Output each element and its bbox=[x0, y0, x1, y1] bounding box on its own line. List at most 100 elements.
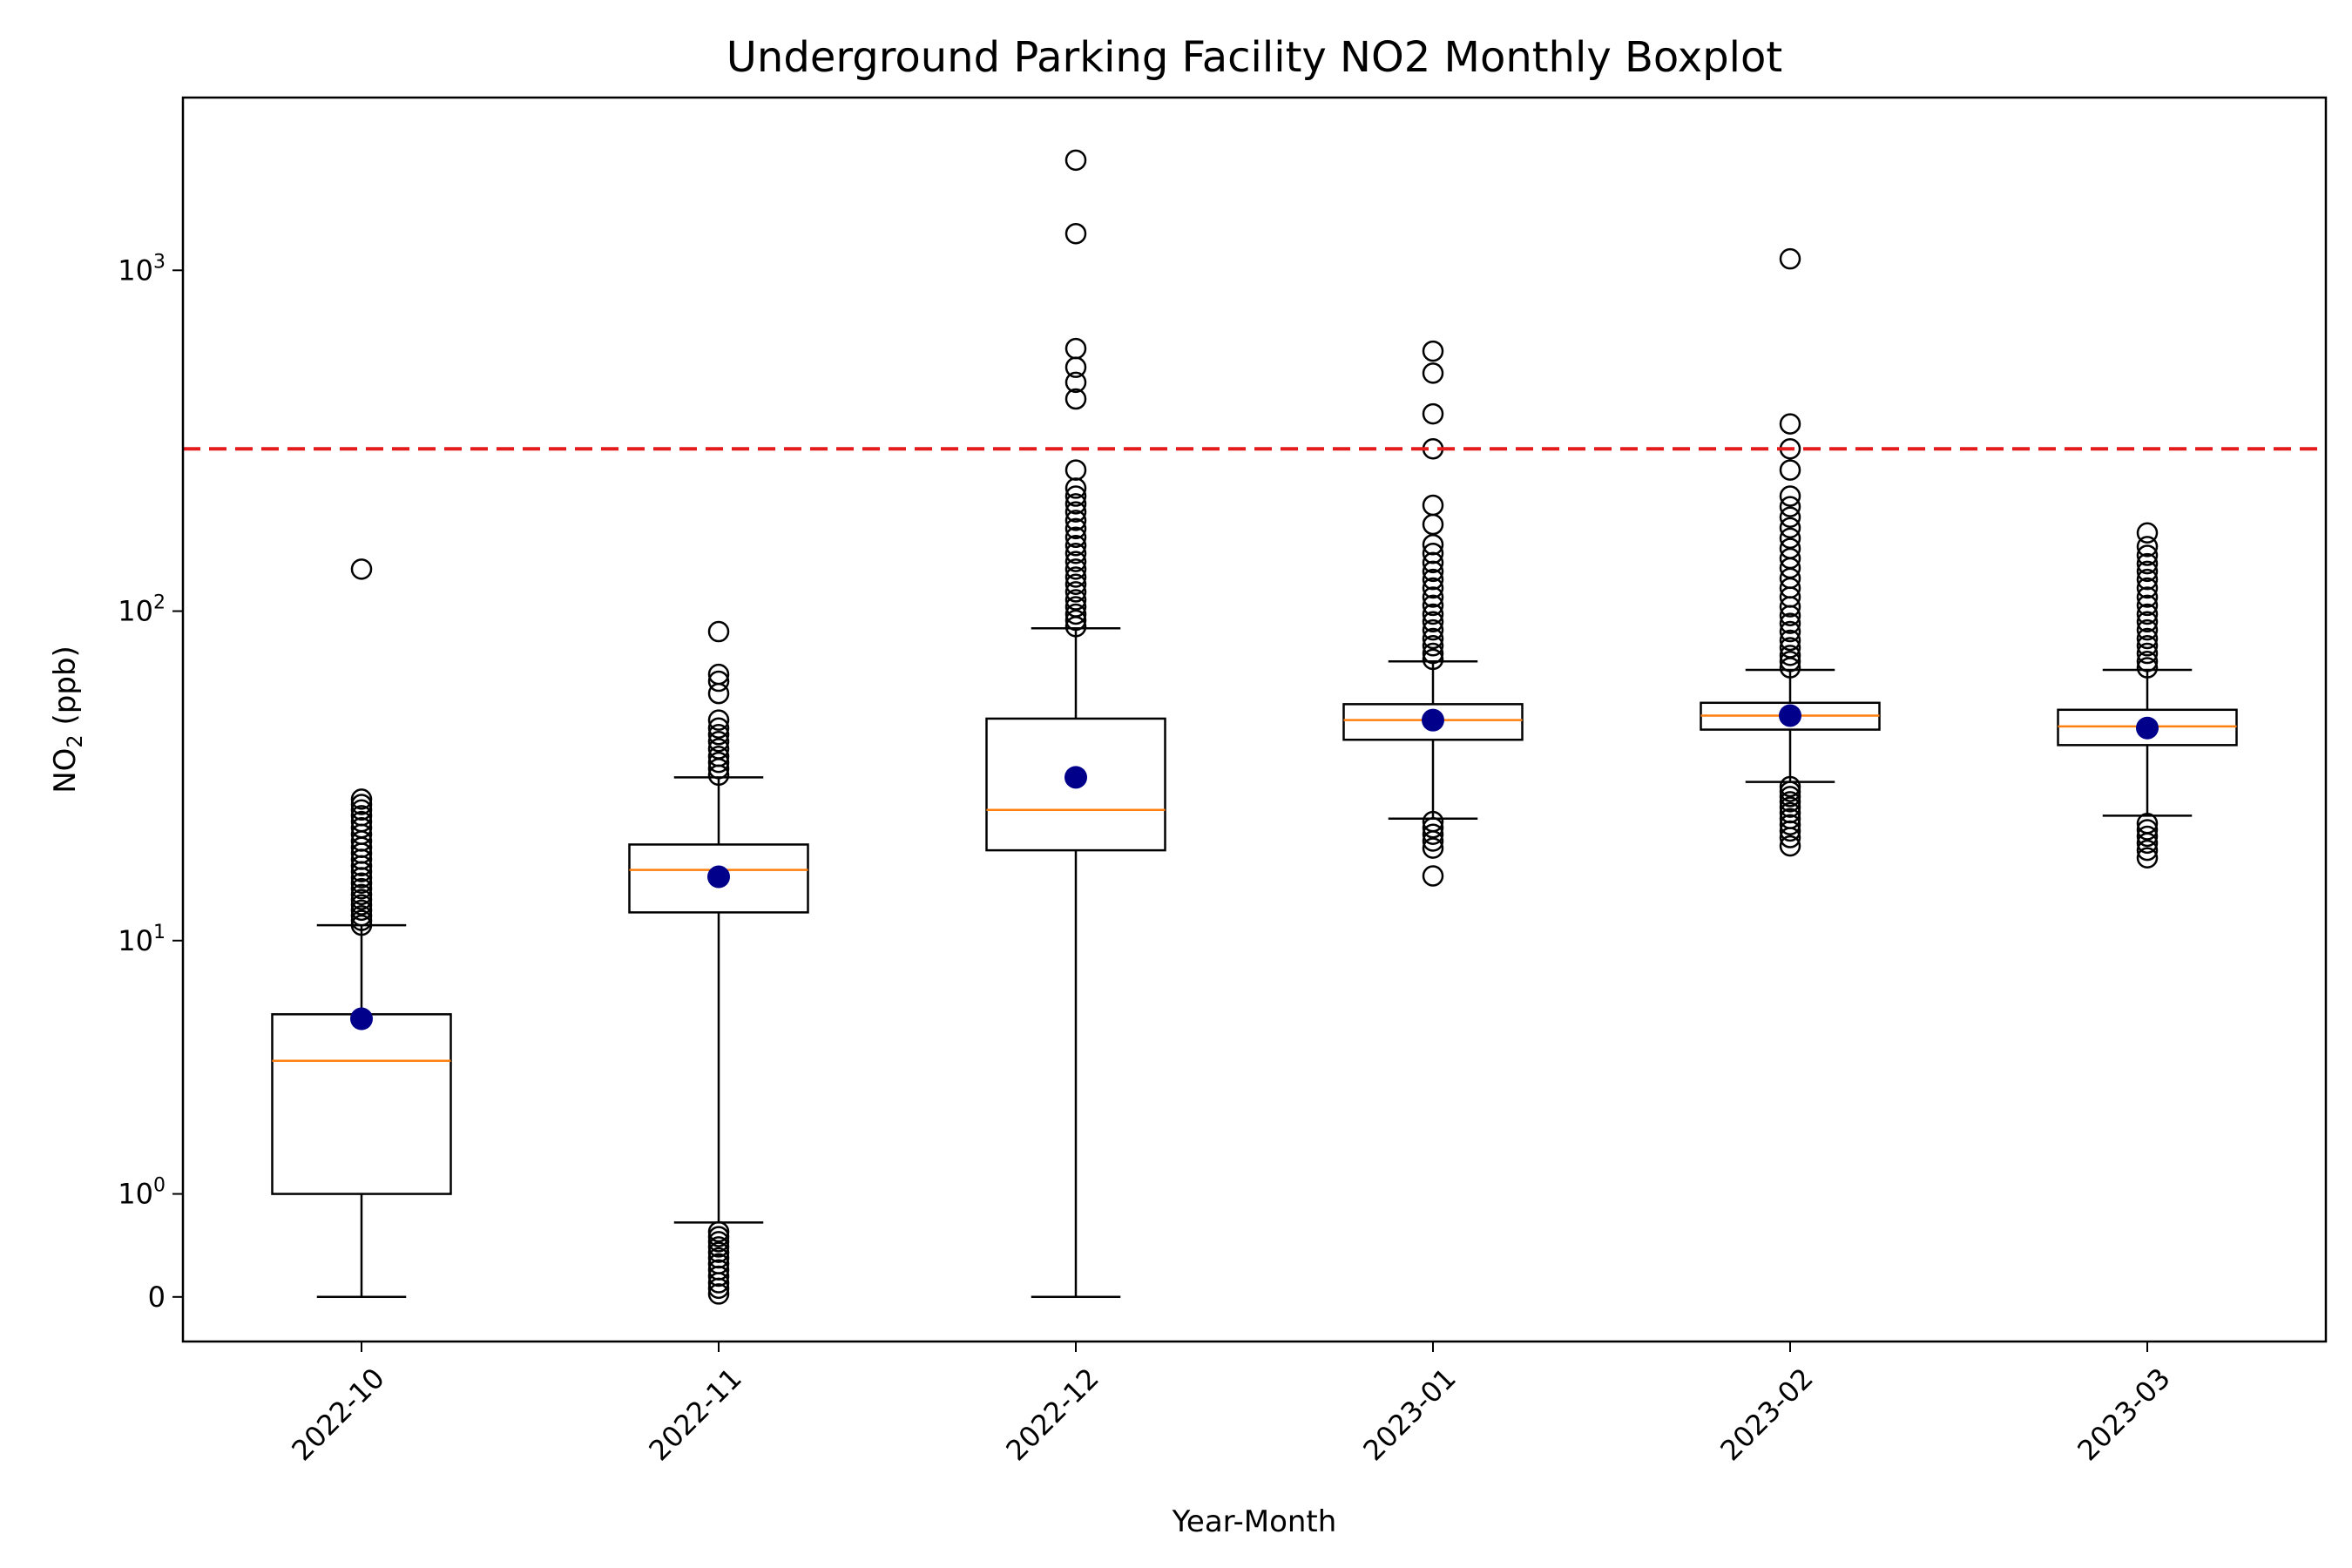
outlier-point bbox=[2136, 552, 2159, 575]
mean-marker bbox=[2136, 716, 2159, 740]
outlier-point bbox=[1779, 814, 1801, 835]
outlier-point bbox=[1064, 535, 1087, 557]
outlier-point bbox=[1779, 796, 1801, 818]
outlier-point bbox=[1422, 817, 1444, 839]
outlier-point bbox=[707, 670, 730, 693]
outlier-point bbox=[1422, 513, 1444, 536]
y-tick-label: 103 bbox=[118, 251, 166, 287]
outlier-point bbox=[1779, 786, 1801, 808]
outlier-point bbox=[1064, 596, 1087, 618]
outlier-point bbox=[2136, 560, 2159, 583]
outlier-point bbox=[2136, 819, 2159, 841]
outlier-point bbox=[350, 877, 373, 900]
outlier-point bbox=[1064, 526, 1087, 549]
outlier-point bbox=[1064, 388, 1087, 410]
outlier-point bbox=[1779, 537, 1801, 559]
outlier-point bbox=[1422, 810, 1444, 833]
outlier-point bbox=[707, 1226, 730, 1247]
box-2023-03 bbox=[2057, 522, 2238, 869]
outlier-point bbox=[1064, 356, 1087, 378]
outlier-point bbox=[707, 730, 730, 753]
x-tick-label: 2023-01 bbox=[1356, 1362, 1462, 1467]
outlier-point bbox=[1422, 642, 1444, 665]
outlier-point bbox=[707, 1241, 730, 1263]
outlier-point bbox=[1064, 371, 1087, 394]
box-2022-11 bbox=[628, 620, 809, 1305]
outlier-point bbox=[1779, 801, 1801, 824]
outlier-point bbox=[1064, 485, 1087, 507]
outlier-point bbox=[1779, 651, 1801, 672]
outlier-point bbox=[707, 1283, 730, 1305]
outlier-point bbox=[707, 724, 730, 746]
outlier-point bbox=[350, 899, 373, 922]
outlier-point bbox=[1064, 558, 1087, 580]
outlier-point bbox=[1779, 612, 1801, 634]
outlier-point bbox=[1422, 542, 1444, 564]
outlier-point bbox=[1064, 222, 1087, 245]
outlier-point bbox=[350, 788, 373, 810]
outlier-point bbox=[1422, 635, 1444, 657]
outlier-point bbox=[350, 805, 373, 827]
y-tick-label: 0 bbox=[148, 1281, 166, 1314]
outlier-point bbox=[1779, 247, 1801, 270]
outlier-point bbox=[1422, 586, 1444, 608]
outlier-point bbox=[1422, 603, 1444, 625]
outlier-point bbox=[1422, 611, 1444, 633]
outlier-point bbox=[2136, 544, 2159, 566]
outlier-point bbox=[2136, 586, 2159, 608]
outlier-point bbox=[707, 1247, 730, 1269]
outlier-point bbox=[1422, 551, 1444, 574]
axes: 2022-10 2022-11 2022-12 2023-01 2023-02 2023-… bbox=[118, 251, 2177, 1467]
outlier-point bbox=[2136, 594, 2159, 617]
outlier-point bbox=[1064, 337, 1087, 360]
outlier-point bbox=[350, 558, 373, 580]
chart-title: Underground Parking Facility NO2 Monthly… bbox=[727, 33, 1782, 82]
outlier-point bbox=[1779, 485, 1801, 507]
y-tick-label: 101 bbox=[118, 922, 166, 957]
x-tick-label: 2023-03 bbox=[2071, 1362, 2176, 1467]
outlier-point bbox=[350, 794, 373, 815]
outlier-point bbox=[350, 883, 373, 906]
outlier-point bbox=[1779, 413, 1801, 435]
outlier-point bbox=[2136, 568, 2159, 591]
y-tick-label: 102 bbox=[118, 592, 166, 628]
x-axis-label: Year-Month bbox=[1172, 1504, 1337, 1539]
y-axis-label: NO2 (ppb) bbox=[48, 645, 87, 794]
outlier-point bbox=[1422, 402, 1444, 425]
outlier-point bbox=[2136, 813, 2159, 835]
outlier-point bbox=[1422, 560, 1444, 583]
outlier-point bbox=[2136, 635, 2159, 657]
x-tick-label: 2022-10 bbox=[285, 1362, 390, 1467]
outlier-point bbox=[1064, 589, 1087, 611]
outlier-point bbox=[1779, 527, 1801, 550]
box-2023-01 bbox=[1342, 340, 1524, 887]
outlier-point bbox=[2136, 651, 2159, 672]
outlier-point bbox=[1064, 603, 1087, 625]
outlier-point bbox=[1779, 629, 1801, 652]
outlier-point bbox=[1779, 791, 1801, 813]
outlier-point bbox=[1779, 496, 1801, 517]
outlier-point bbox=[1422, 823, 1444, 845]
outlier-point bbox=[2136, 611, 2159, 633]
outlier-point bbox=[1064, 493, 1087, 515]
mean-marker bbox=[1064, 766, 1087, 789]
outlier-point bbox=[707, 709, 730, 731]
outlier-point bbox=[707, 620, 730, 643]
plot-frame bbox=[181, 96, 2328, 1343]
outlier-point bbox=[1064, 517, 1087, 540]
mean-marker bbox=[1422, 708, 1444, 732]
outlier-point bbox=[350, 817, 373, 839]
outlier-point bbox=[1422, 340, 1444, 362]
outlier-point bbox=[1422, 837, 1444, 859]
outlier-point bbox=[1779, 781, 1801, 802]
outlier-point bbox=[350, 894, 373, 916]
outlier-point bbox=[1422, 648, 1444, 671]
outlier-point bbox=[707, 1220, 730, 1243]
outlier-point bbox=[2136, 847, 2159, 869]
outlier-point bbox=[1779, 775, 1801, 798]
outlier-point bbox=[1779, 645, 1801, 666]
x-tick-label: 2023-02 bbox=[1713, 1362, 1819, 1467]
outlier-point bbox=[2136, 536, 2159, 558]
outlier-point bbox=[2136, 603, 2159, 625]
